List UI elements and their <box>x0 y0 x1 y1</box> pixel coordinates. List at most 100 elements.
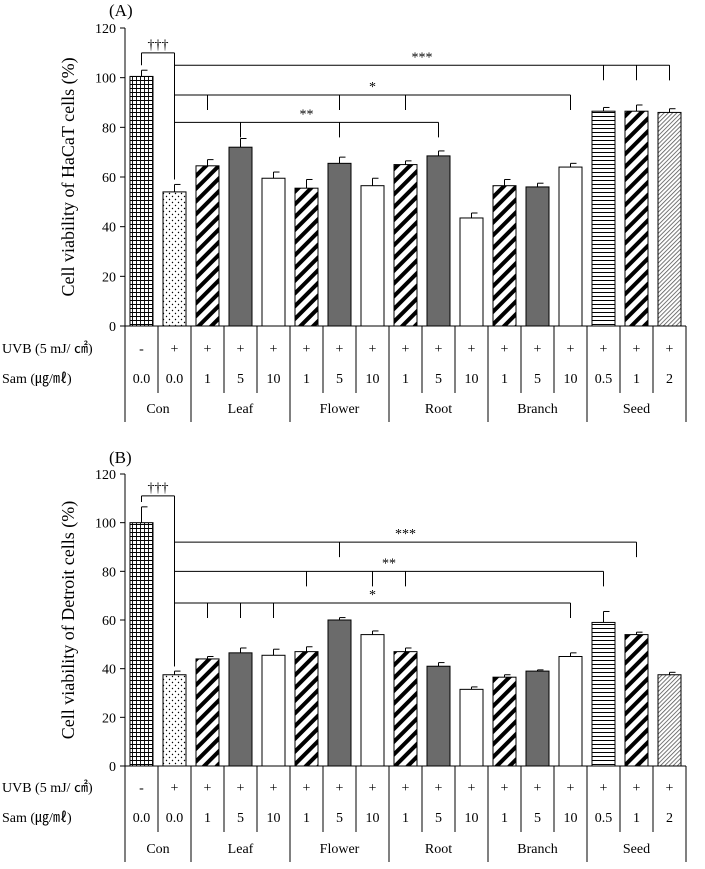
group-label: Branch <box>517 842 557 857</box>
y-tick-label: 80 <box>102 565 116 580</box>
bar <box>426 665 451 767</box>
significance-label: * <box>369 588 376 603</box>
sam-cell: 5 <box>534 811 541 826</box>
sam-cell: 1 <box>402 811 409 826</box>
bar <box>360 634 385 767</box>
y-tick-label: 0 <box>109 320 116 335</box>
bar <box>162 191 187 327</box>
sam-cell: 5 <box>237 811 244 826</box>
uvb-cell: + <box>204 342 212 357</box>
bar <box>624 110 649 327</box>
uvb-cell: + <box>666 781 674 796</box>
sam-cell: 1 <box>402 372 409 387</box>
panel-a-chart: (A) Cell viability of HaCaT cells (%) 0 20 4… <box>2 1 687 422</box>
uvb-cell: + <box>633 781 641 796</box>
bar <box>492 676 517 767</box>
group-label: Flower <box>320 842 360 857</box>
sam-cell: 5 <box>336 811 343 826</box>
bar <box>195 658 220 767</box>
uvb-cell: + <box>633 342 641 357</box>
group-label: Con <box>146 842 169 857</box>
y-axis-title: Cell viability of Detroit cells (%) <box>58 501 79 739</box>
y-tick-label: 100 <box>95 517 116 532</box>
bar <box>393 651 418 767</box>
sam-cell: 10 <box>267 372 281 387</box>
significance-label: ** <box>382 556 396 571</box>
uvb-cell: + <box>435 781 443 796</box>
sam-row-label: Sam (㎍/㎖) <box>2 372 72 387</box>
bar <box>261 654 286 767</box>
group-label: Root <box>425 842 452 857</box>
significance-label: *** <box>412 50 433 65</box>
bar <box>228 652 253 767</box>
bar <box>591 110 616 327</box>
y-tick-label: 20 <box>102 711 116 726</box>
sam-cell: 0.0 <box>133 811 151 826</box>
uvb-cell: + <box>402 342 410 357</box>
sam-cell: 0.0 <box>166 811 184 826</box>
uvb-cell: + <box>468 781 476 796</box>
sam-cell: 10 <box>267 811 281 826</box>
sam-cell: 0.0 <box>133 372 151 387</box>
sam-cell: 10 <box>564 811 578 826</box>
uvb-cell: + <box>270 781 278 796</box>
bar <box>393 164 418 327</box>
sam-cell: 1 <box>204 372 211 387</box>
bar <box>327 162 352 327</box>
y-tick-label: 60 <box>102 614 116 629</box>
sam-cell: 2 <box>666 811 673 826</box>
group-label: Seed <box>623 842 650 857</box>
sam-cell: 1 <box>501 811 508 826</box>
significance-label: ** <box>300 107 314 122</box>
group-label: Leaf <box>228 402 254 417</box>
bar <box>129 522 154 767</box>
y-tick-label: 120 <box>95 468 116 483</box>
y-tick-label: 60 <box>102 171 116 186</box>
uvb-cell: + <box>336 781 344 796</box>
uvb-cell: + <box>171 342 179 357</box>
uvb-cell: + <box>303 781 311 796</box>
uvb-cell: + <box>600 342 608 357</box>
uvb-cell: + <box>501 342 509 357</box>
sam-cell: 1 <box>303 372 310 387</box>
sam-cell: 5 <box>336 372 343 387</box>
uvb-cell: + <box>567 781 575 796</box>
bar <box>327 619 352 767</box>
uvb-cell: + <box>237 781 245 796</box>
sam-cell: 1 <box>303 811 310 826</box>
sam-cell: 10 <box>366 372 380 387</box>
uvb-cell: + <box>435 342 443 357</box>
uvb-cell: + <box>402 781 410 796</box>
bar <box>525 186 550 327</box>
uvb-cell: + <box>501 781 509 796</box>
uvb-cell: + <box>336 342 344 357</box>
group-label: Root <box>425 402 452 417</box>
group-label: Seed <box>623 402 650 417</box>
uvb-cell: + <box>534 781 542 796</box>
y-axis-title: Cell viability of HaCaT cells (%) <box>58 57 79 296</box>
significance-label: *** <box>395 527 416 542</box>
sam-cell: 10 <box>564 372 578 387</box>
bar <box>261 177 286 327</box>
group-label: Con <box>146 402 169 417</box>
bar <box>591 621 616 767</box>
uvb-row-label: UVB (5 mJ/ ㎠) <box>2 780 93 796</box>
uvb-cell: - <box>139 342 144 357</box>
bar <box>228 146 253 327</box>
sam-cell: 5 <box>534 372 541 387</box>
uvb-row-label: UVB (5 mJ/ ㎠) <box>2 341 93 357</box>
sam-cell: 5 <box>435 372 442 387</box>
bar <box>294 651 319 767</box>
significance-label: * <box>369 80 376 95</box>
y-tick-label: 120 <box>95 22 116 37</box>
bar <box>657 674 682 767</box>
uvb-cell: + <box>270 342 278 357</box>
y-tick-label: 0 <box>109 760 116 775</box>
uvb-cell: + <box>369 342 377 357</box>
bar <box>558 656 583 767</box>
sam-cell: 1 <box>204 811 211 826</box>
group-label: Flower <box>320 402 360 417</box>
bar <box>129 75 154 327</box>
y-tick-label: 80 <box>102 121 116 136</box>
